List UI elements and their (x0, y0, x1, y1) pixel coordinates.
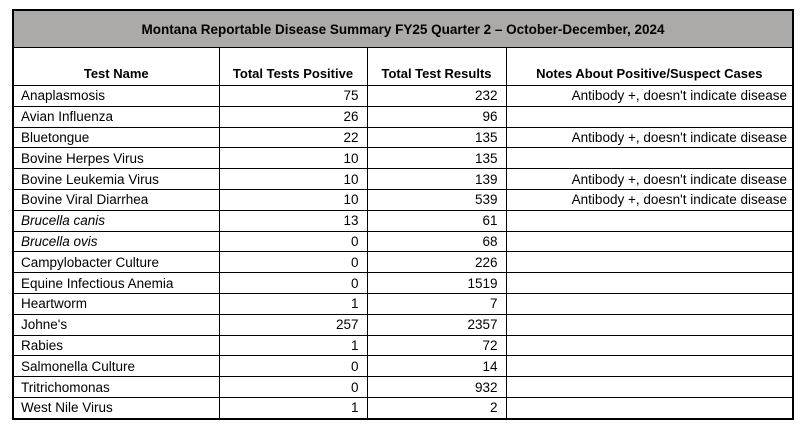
tests-positive-cell: 22 (218, 126, 368, 149)
tests-positive-cell: 10 (218, 168, 368, 190)
table-row: Brucella canis 13 61 (12, 209, 794, 232)
column-header-2: Total Tests Positive (218, 47, 368, 86)
test-name-cell: Heartworm (12, 292, 220, 315)
notes-cell (505, 313, 794, 336)
column-header-3: Total Test Results (366, 47, 507, 86)
test-name-cell: Avian Influenza (12, 105, 220, 128)
test-results-cell: 2357 (366, 313, 507, 336)
test-results-cell: 139 (366, 168, 507, 190)
table-row: Anaplasmosis 75 232 Antibody +, doesn't ind… (12, 85, 794, 107)
test-name-cell: Bovine Leukemia Virus (12, 168, 220, 190)
table-row: Avian Influenza 26 96 (12, 105, 794, 128)
table-row: Salmonella Culture 0 14 (12, 355, 794, 378)
notes-cell: Antibody +, doesn't indicate disease (505, 188, 794, 211)
test-name-cell: Rabies (12, 334, 220, 357)
table-row: Heartworm 1 7 (12, 292, 794, 315)
test-name-cell: Bluetongue (12, 126, 220, 149)
test-name-cell: Johne's (12, 313, 220, 336)
tests-positive-cell: 26 (218, 105, 368, 128)
notes-cell (505, 396, 794, 420)
table-row: Bovine Leukemia Virus 10 139 Antibody +, do… (12, 168, 794, 190)
test-results-cell: 932 (366, 376, 507, 398)
tests-positive-cell: 75 (218, 85, 368, 107)
test-name-cell: Bovine Herpes Virus (12, 147, 220, 170)
notes-cell (505, 105, 794, 128)
tests-positive-cell: 0 (218, 272, 368, 294)
title-row: Montana Reportable Disease Summary FY25 … (12, 9, 794, 48)
table-row: Rabies 1 72 (12, 334, 794, 357)
table-row: Bovine Herpes Virus 10 135 (12, 147, 794, 170)
test-name-cell: Salmonella Culture (12, 355, 220, 378)
test-results-cell: 68 (366, 230, 507, 253)
notes-cell: Antibody +, doesn't indicate disease (505, 168, 794, 190)
tests-positive-cell: 13 (218, 209, 368, 232)
table-row: Brucella ovis 0 68 (12, 230, 794, 253)
test-name-cell: Equine Infectious Anemia (12, 272, 220, 294)
column-header-4: Notes About Positive/Suspect Cases (505, 47, 794, 86)
notes-cell (505, 251, 794, 274)
table-row: Campylobacter Culture 0 226 (12, 251, 794, 274)
tests-positive-cell: 1 (218, 292, 368, 315)
tests-positive-cell: 10 (218, 188, 368, 211)
test-name-cell: Anaplasmosis (12, 85, 220, 107)
test-results-cell: 96 (366, 105, 507, 128)
test-name-cell: Tritrichomonas (12, 376, 220, 398)
test-results-cell: 2 (366, 396, 507, 420)
table-row: Equine Infectious Anemia 0 1519 (12, 272, 794, 294)
test-results-cell: 7 (366, 292, 507, 315)
tests-positive-cell: 257 (218, 313, 368, 336)
tests-positive-cell: 0 (218, 376, 368, 398)
column-header-1: Test Name (12, 47, 220, 86)
notes-cell (505, 230, 794, 253)
notes-cell (505, 209, 794, 232)
test-results-cell: 72 (366, 334, 507, 357)
notes-cell: Antibody +, doesn't indicate disease (505, 85, 794, 107)
notes-cell (505, 355, 794, 378)
tests-positive-cell: 0 (218, 251, 368, 274)
notes-cell (505, 334, 794, 357)
test-name-cell: Brucella canis (12, 209, 220, 232)
test-results-cell: 226 (366, 251, 507, 274)
tests-positive-cell: 10 (218, 147, 368, 170)
test-name-cell: Brucella ovis (12, 230, 220, 253)
test-results-cell: 61 (366, 209, 507, 232)
tests-positive-cell: 0 (218, 355, 368, 378)
table-row: Bovine Viral Diarrhea 10 539 Antibody +, do… (12, 188, 794, 211)
test-results-cell: 135 (366, 147, 507, 170)
table-row: West Nile Virus 1 2 (12, 396, 794, 420)
table-row: Tritrichomonas 0 932 (12, 376, 794, 398)
tests-positive-cell: 1 (218, 396, 368, 420)
test-name-cell: Campylobacter Culture (12, 251, 220, 274)
test-results-cell: 135 (366, 126, 507, 149)
tests-positive-cell: 0 (218, 230, 368, 253)
test-results-cell: 14 (366, 355, 507, 378)
notes-cell (505, 292, 794, 315)
disease-summary-table: Montana Reportable Disease Summary FY25 … (12, 9, 795, 420)
test-name-cell: Bovine Viral Diarrhea (12, 188, 220, 211)
test-results-cell: 1519 (366, 272, 507, 294)
notes-cell (505, 272, 794, 294)
notes-cell (505, 376, 794, 398)
table-row: Bluetongue 22 135 Antibody +, doesn't indic… (12, 126, 794, 149)
notes-cell: Antibody +, doesn't indicate disease (505, 126, 794, 149)
test-name-cell: West Nile Virus (12, 396, 220, 420)
test-results-cell: 539 (366, 188, 507, 211)
table-row: Johne's 257 2357 (12, 313, 794, 336)
header-row: Test Name Total Tests Positive Total Test … (12, 47, 794, 86)
test-results-cell: 232 (366, 85, 507, 107)
table-title: Montana Reportable Disease Summary FY25 … (12, 9, 794, 48)
tests-positive-cell: 1 (218, 334, 368, 357)
notes-cell (505, 147, 794, 170)
